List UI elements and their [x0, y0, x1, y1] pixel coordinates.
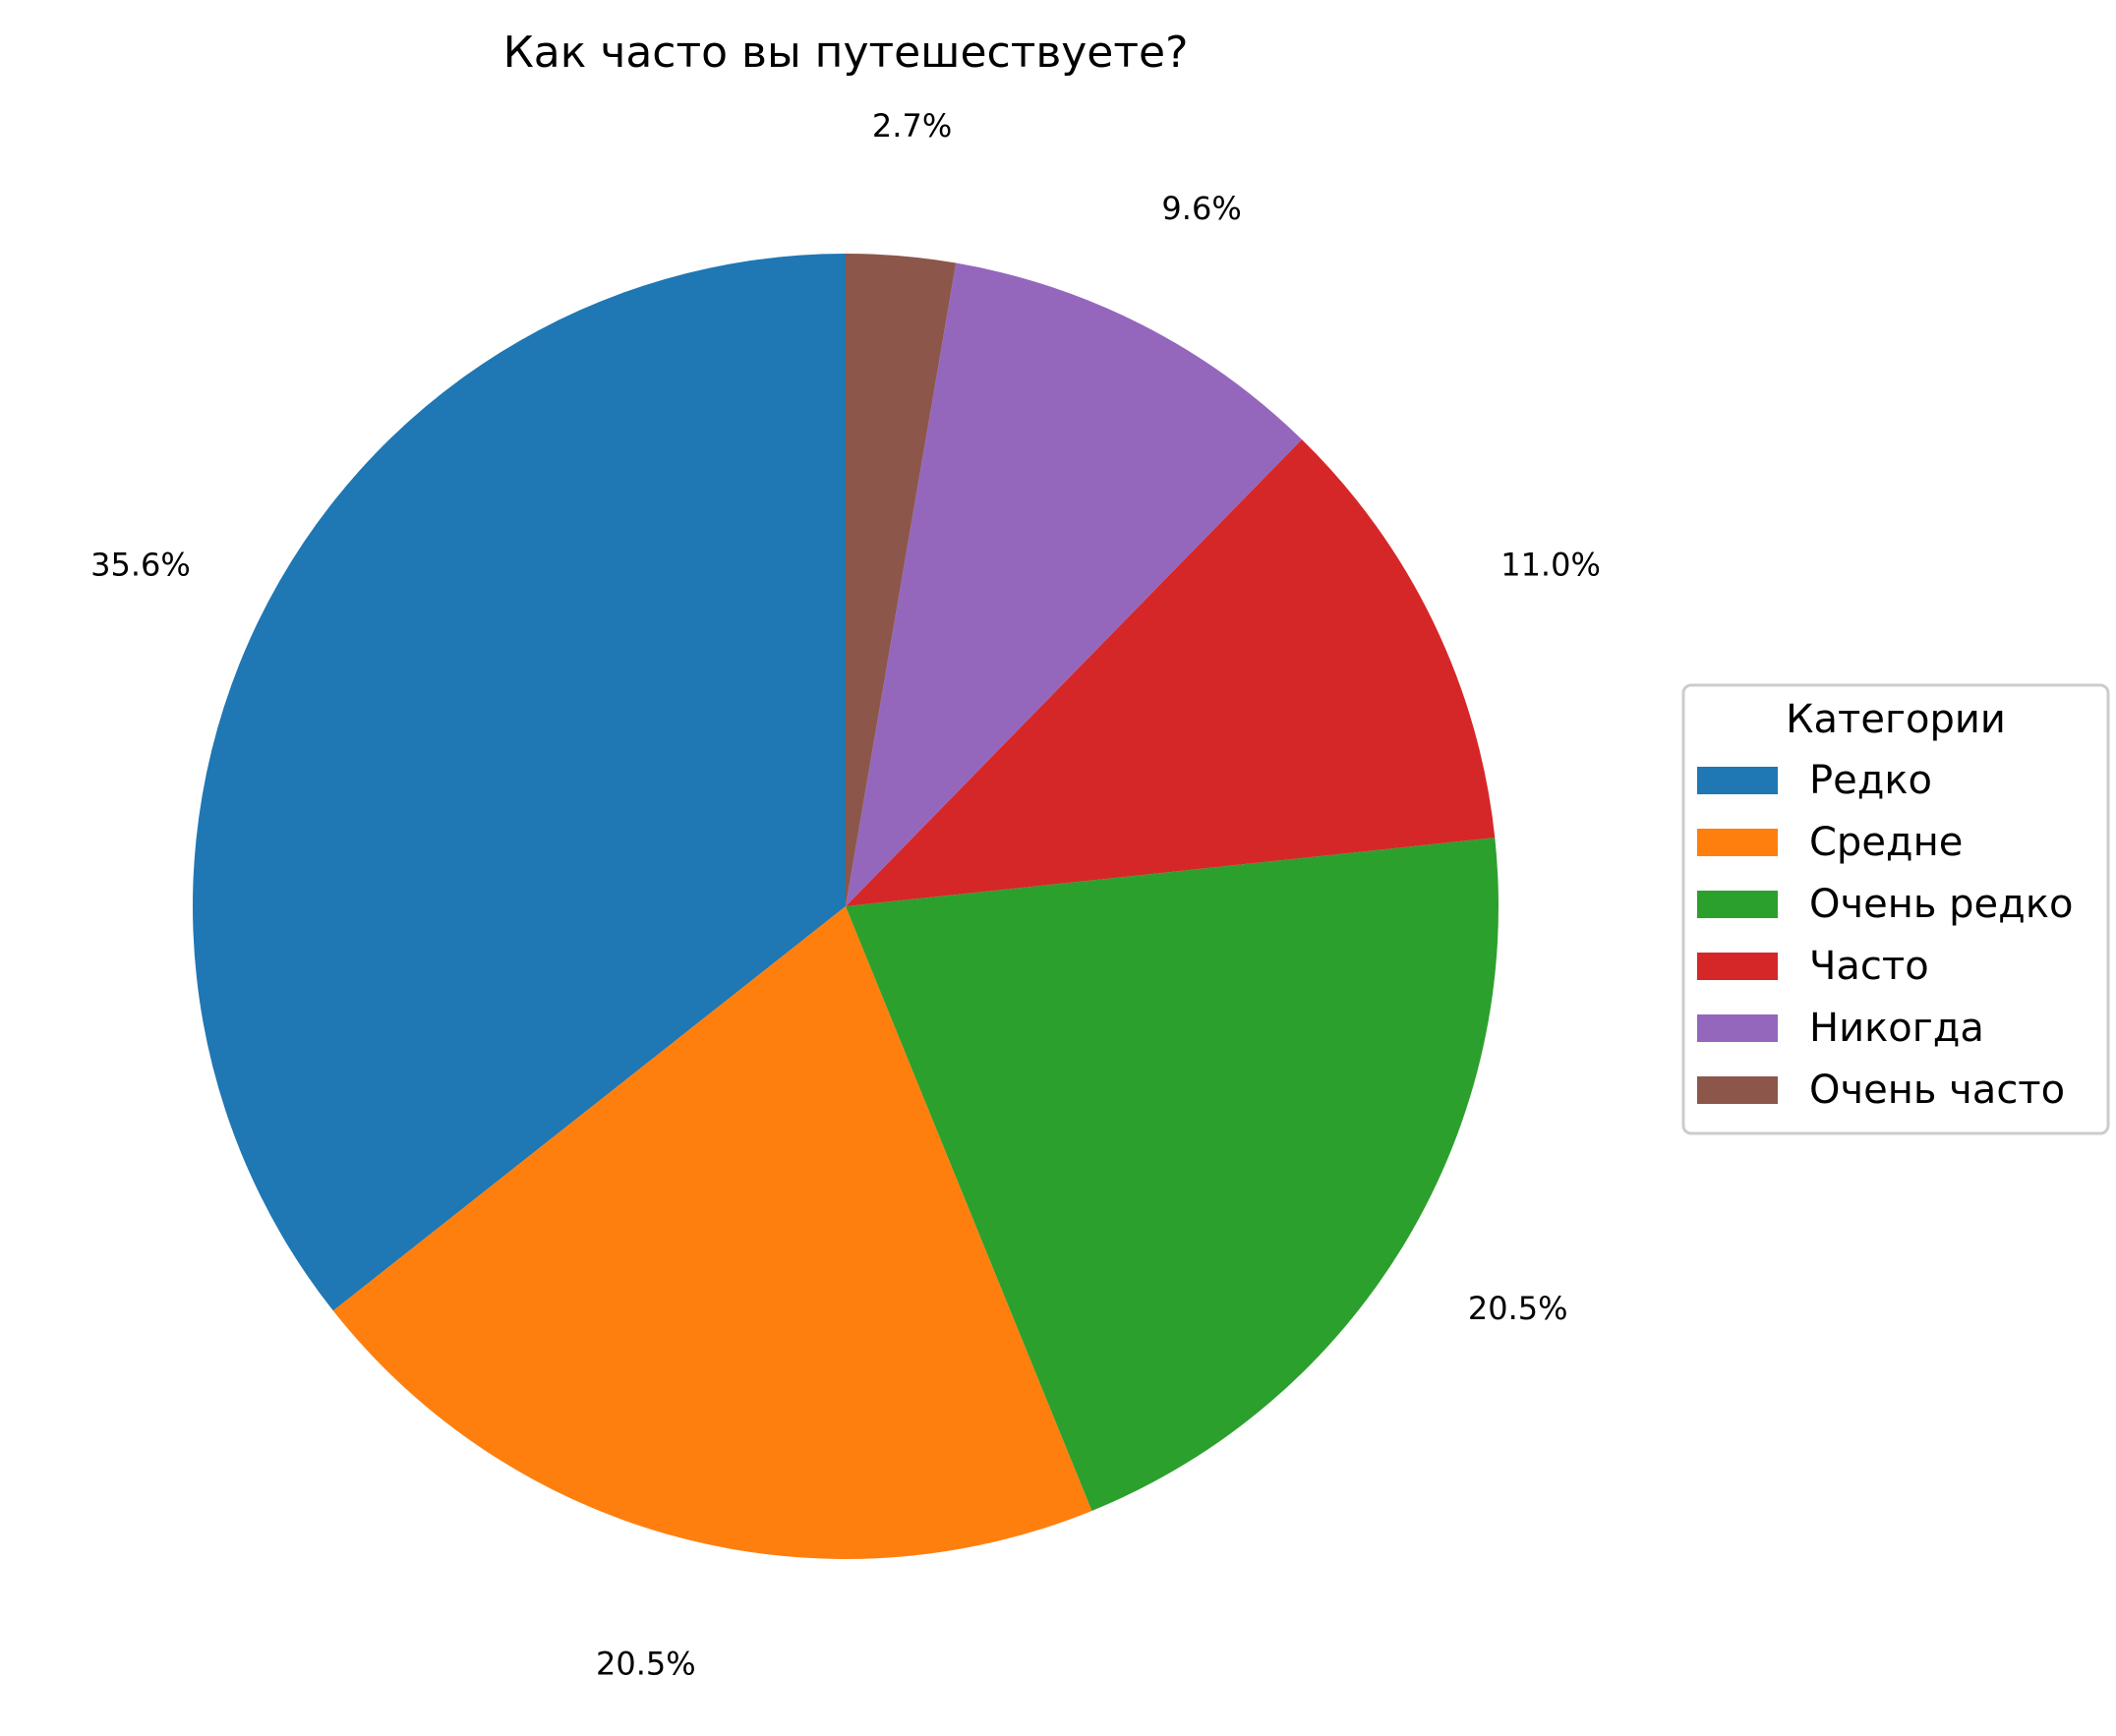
legend-swatch-никогда [1697, 1014, 1778, 1042]
legend-label-часто: Часто [1809, 944, 1929, 989]
legend-title: Категории [1786, 697, 2006, 742]
pct-label-редко: 35.6% [90, 547, 191, 584]
legend-label-очень-редко: Очень редко [1809, 882, 2073, 927]
legend-swatch-очень-редко [1697, 891, 1778, 918]
pie-slice-средне [332, 906, 1092, 1559]
legend-swatch-редко [1697, 767, 1778, 794]
legend-swatch-часто [1697, 953, 1778, 980]
legend-items: Редко Средне Очень редко Часто Никогда Очень … [1697, 758, 2073, 1113]
pie-slice-редко [193, 254, 846, 1311]
pct-label-очень-часто: 2.7% [872, 107, 952, 145]
pie-slices [193, 254, 1499, 1559]
legend-label-редко: Редко [1809, 758, 1932, 803]
legend-swatch-очень-часто [1697, 1076, 1778, 1104]
pie-slice-часто [846, 438, 1496, 906]
legend-swatch-средне [1697, 829, 1778, 856]
percentage-labels: 35.6% 20.5% 20.5% 11.0% 9.6% 2.7% [90, 107, 1601, 1682]
pie-slice-очень-часто [846, 254, 957, 906]
legend-label-никогда: Никогда [1809, 1006, 1984, 1051]
pct-label-никогда: 9.6% [1161, 190, 1241, 227]
pct-label-часто: 11.0% [1500, 547, 1601, 584]
legend: Категории Редко Средне Очень редко Часто Ник… [1681, 683, 2110, 1135]
pct-label-очень-редко: 20.5% [1468, 1290, 1568, 1327]
legend-frame [1681, 683, 2110, 1135]
legend-label-средне: Средне [1809, 820, 1963, 865]
chart-title: Как часто вы путешествуете? [503, 28, 1189, 78]
pct-label-средне: 20.5% [596, 1645, 696, 1682]
legend-label-очень-часто: Очень часто [1809, 1068, 2065, 1113]
pie-slice-никогда [846, 262, 1302, 906]
pie-slice-очень-редко [846, 838, 1499, 1511]
